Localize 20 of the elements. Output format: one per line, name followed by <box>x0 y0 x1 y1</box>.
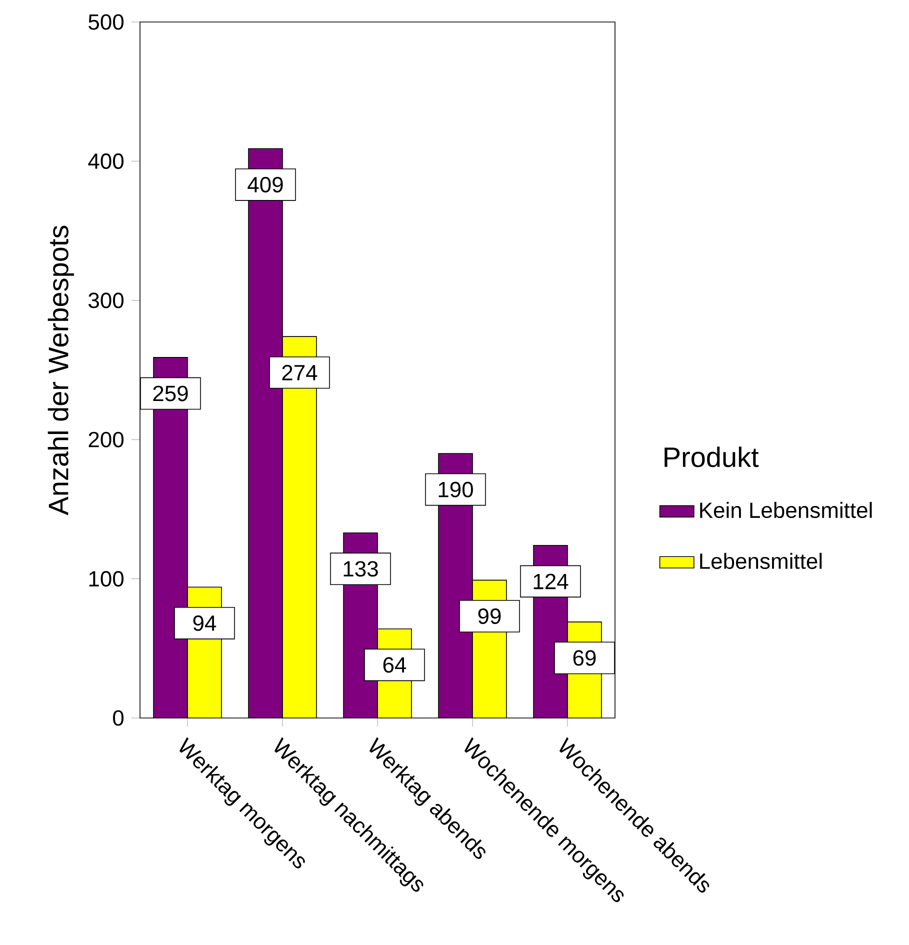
legend-label: Lebensmittel <box>700 552 822 569</box>
data-label: 409 <box>248 176 283 192</box>
y-tick-label: 200 <box>88 432 124 448</box>
y-tick-label: 0 <box>113 710 124 726</box>
y-axis-title: Anzahl der Werbespots <box>48 226 74 516</box>
legend-label: Kein Lebensmittel <box>700 502 872 518</box>
data-label: 94 <box>193 615 216 631</box>
legend-title: Produkt <box>664 446 759 468</box>
data-label: 69 <box>573 650 596 666</box>
y-tick-label: 100 <box>89 571 124 587</box>
data-label: 99 <box>478 608 501 624</box>
y-tick-label: 300 <box>88 292 124 308</box>
data-label: 274 <box>282 364 318 380</box>
y-tick-label: 400 <box>88 153 124 169</box>
data-label: 64 <box>383 657 406 673</box>
data-label: 259 <box>153 386 188 402</box>
data-label: 133 <box>344 561 378 577</box>
data-label: 124 <box>534 574 568 590</box>
data-label: 190 <box>438 482 473 498</box>
y-tick-label: 500 <box>88 14 124 30</box>
